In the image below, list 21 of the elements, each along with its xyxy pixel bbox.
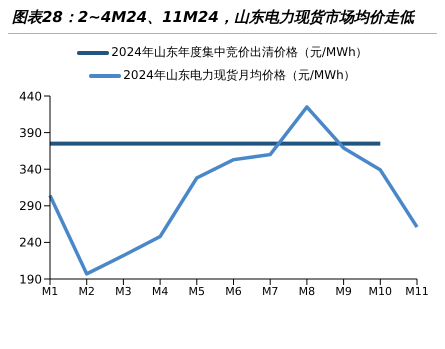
x-tick-label: M1 — [42, 284, 58, 298]
legend-label: 2024年山东年度集中竞价出清价格（元/MWh） — [111, 44, 368, 61]
y-tick-label: 340 — [19, 162, 42, 176]
x-tick-label: M5 — [188, 284, 206, 298]
x-tick-label: M6 — [225, 284, 242, 298]
x-tick-label: M7 — [262, 284, 278, 298]
x-tick-label: M9 — [335, 284, 352, 298]
x-tick-label: M11 — [405, 284, 429, 298]
x-tick-label: M8 — [298, 284, 316, 298]
x-tick-label: M3 — [115, 284, 132, 298]
x-tick-label: M2 — [78, 284, 95, 298]
y-tick-label: 290 — [19, 199, 42, 214]
y-tick-label: 190 — [19, 272, 42, 286]
y-tick-label: 240 — [19, 236, 42, 250]
x-tick-label: M4 — [152, 284, 168, 298]
chart-title: 图表28：2~4M24、11M24，山东电力现货市场均价走低 — [8, 8, 437, 34]
legend-label: 2024年山东电力现货月均价格（元/MWh） — [123, 67, 356, 84]
y-tick-label: 390 — [19, 126, 42, 140]
line-series — [48, 105, 419, 276]
y-tick-label: 440 — [19, 89, 42, 104]
x-tick-label: M10 — [368, 284, 392, 298]
